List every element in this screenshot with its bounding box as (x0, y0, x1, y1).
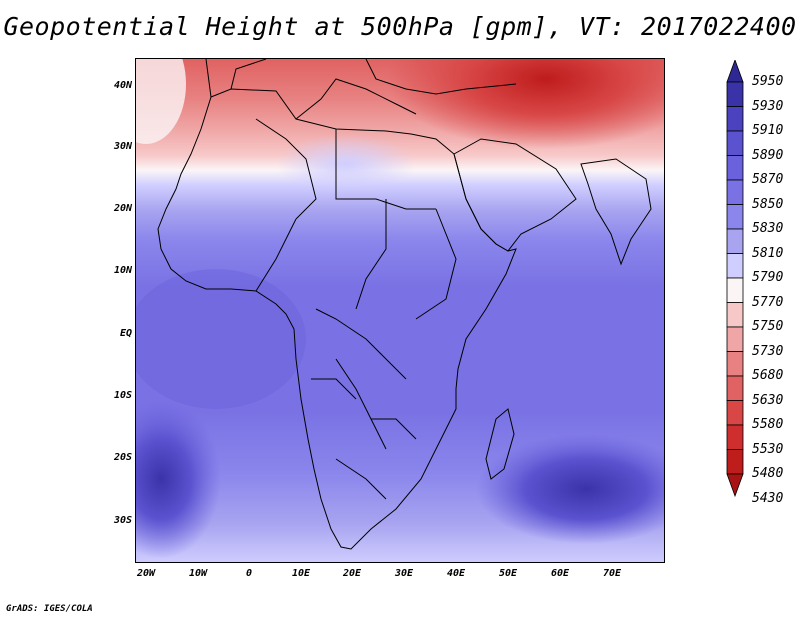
lon-label-60e: 60E (550, 568, 570, 579)
colorbar-swatch (726, 277, 744, 303)
colorbar-label: 5890 (752, 147, 784, 163)
lat-label-10s: 10S (113, 390, 132, 401)
colorbar-swatch (726, 155, 744, 181)
colorbar-swatch (726, 424, 744, 450)
colorbar-triangle-top (726, 58, 744, 83)
colorbar-label: 5790 (752, 270, 784, 285)
colorbar-label: 5480 (752, 466, 784, 481)
colorbar-label: 5730 (752, 343, 784, 359)
colorbar-swatch (726, 228, 744, 254)
chart-title: Geopotential Height at 500hPa [gpm], VT:… (3, 12, 797, 41)
colorbar-swatch (726, 130, 744, 156)
lon-label-70e: 70E (602, 568, 622, 579)
colorbar-label: 5950 (752, 74, 784, 89)
lat-label-20n: 20N (113, 203, 132, 214)
lat-label-20s: 20S (113, 452, 132, 463)
colorbar-label: 5910 (752, 123, 784, 138)
lat-label-40n: 40N (113, 80, 132, 91)
colorbar-swatch (726, 81, 744, 107)
colorbar-label: 5750 (752, 319, 784, 334)
map-panel (135, 58, 665, 563)
colorbar-swatch (726, 253, 744, 279)
colorbar-swatch (726, 106, 744, 132)
lon-label-20e: 20E (342, 568, 362, 579)
colorbar-label: 5870 (752, 172, 784, 187)
lat-label-30s: 30S (113, 515, 132, 526)
lon-label-40e: 40E (446, 568, 466, 579)
colorbar-label: 5930 (752, 98, 784, 114)
colorbar-label: 5680 (752, 368, 784, 383)
colorbar-label: 5630 (752, 392, 784, 408)
colorbar-swatch (726, 326, 744, 352)
geopotential-field (136, 59, 664, 562)
lon-label-0: 0 (245, 568, 253, 579)
colorbar-label: 5430 (752, 490, 784, 506)
colorbar-swatch (726, 375, 744, 401)
lon-label-20w: 20W (136, 568, 156, 579)
colorbar-swatch (726, 179, 744, 205)
colorbar-swatches (726, 58, 744, 498)
colorbar-swatch (726, 449, 744, 475)
lon-label-10w: 10W (188, 568, 208, 579)
lon-label-30e: 30E (394, 568, 414, 579)
colorbar-label: 5530 (752, 441, 784, 457)
colorbar-triangle-bottom (726, 473, 744, 498)
lat-label-eq: EQ (119, 328, 132, 339)
colorbar-swatch (726, 302, 744, 328)
lat-label-10n: 10N (113, 265, 132, 276)
lat-label-30n: 30N (113, 141, 132, 152)
colorbar-label: 5810 (752, 245, 784, 261)
colorbar-swatch (726, 400, 744, 426)
colorbar-label: 5770 (752, 294, 784, 310)
colorbar-swatch (726, 204, 744, 230)
colorbar-swatch (726, 351, 744, 377)
lon-label-50e: 50E (498, 568, 518, 579)
colorbar-label: 5580 (752, 417, 784, 432)
colorbar-label: 5830 (752, 221, 784, 236)
coastlines (157, 59, 652, 550)
colorbar (726, 58, 744, 564)
lon-label-10e: 10E (291, 568, 311, 579)
grads-credit: GrADS: IGES/COLA (6, 604, 93, 614)
colorbar-label: 5850 (752, 196, 784, 212)
